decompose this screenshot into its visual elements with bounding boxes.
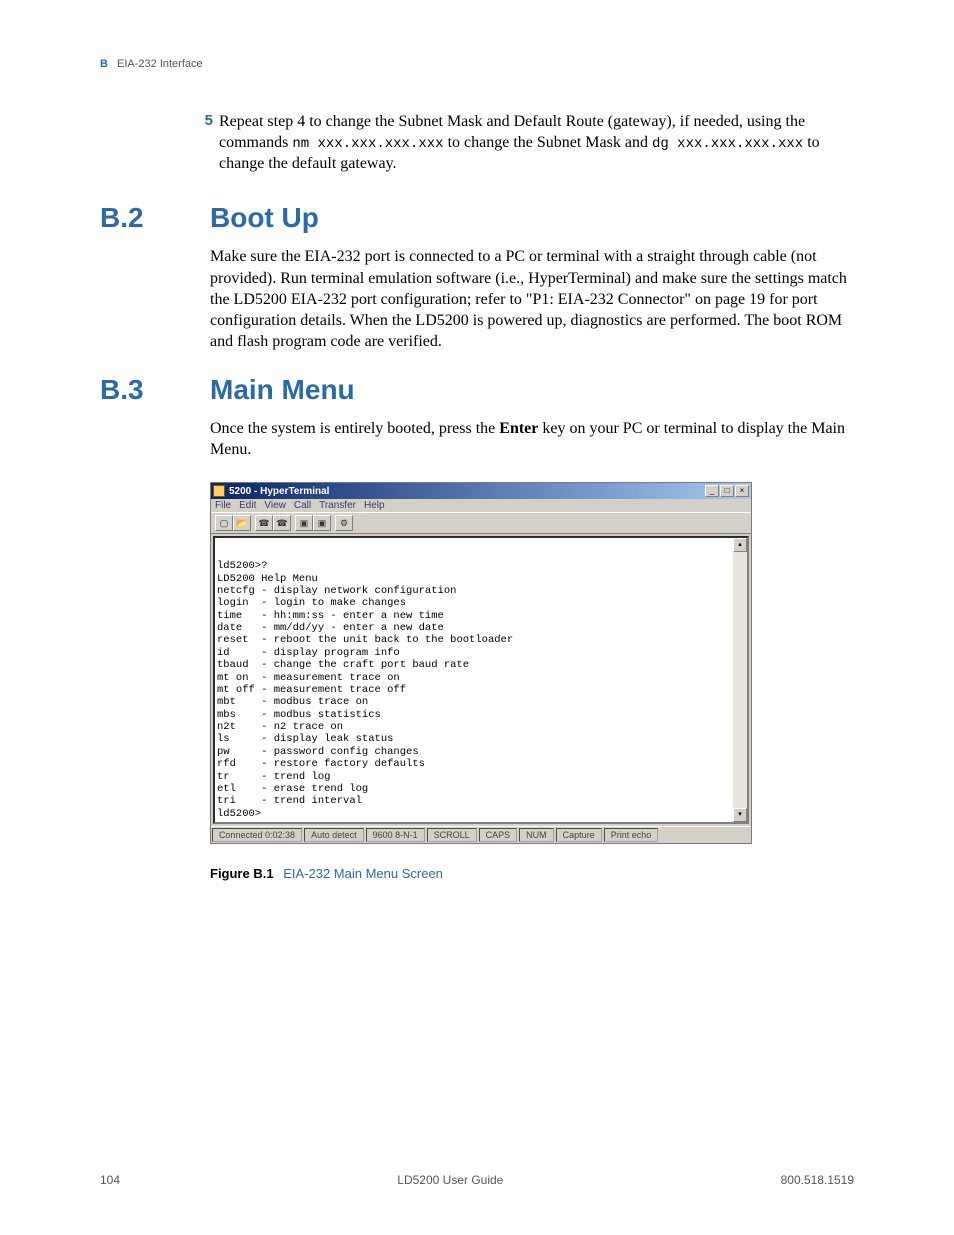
heading-b3-num: B.3 (100, 374, 210, 406)
figure-caption: Figure B.1 EIA-232 Main Menu Screen (210, 866, 854, 881)
step5-code-b: dg xxx.xxx.xxx.xxx (652, 136, 803, 152)
footer-phone: 800.518.1519 (781, 1173, 854, 1187)
b2-body: Make sure the EIA-232 port is connected … (210, 246, 854, 352)
heading-b3-title: Main Menu (210, 374, 355, 406)
header-section-letter: B (100, 58, 108, 70)
terminal-body[interactable]: ld5200>? LD5200 Help Menu netcfg - displ… (213, 536, 749, 824)
step5-code-a: nm xxx.xxx.xxx.xxx (292, 136, 443, 152)
status-detect: Auto detect (304, 828, 364, 842)
step-5: 5 Repeat step 4 to change the Subnet Mas… (195, 112, 854, 174)
heading-b2-title: Boot Up (210, 202, 319, 234)
footer-page: 104 (100, 1173, 120, 1187)
status-num: NUM (519, 828, 554, 842)
status-echo: Print echo (604, 828, 659, 842)
status-caps: CAPS (479, 828, 518, 842)
step-text: Repeat step 4 to change the Subnet Mask … (219, 112, 854, 174)
menu-view[interactable]: View (264, 500, 286, 511)
figure-label: Figure B.1 (210, 866, 274, 881)
toolbar-send-icon[interactable]: ▣ (295, 515, 313, 531)
page-header: B EIA-232 Interface (100, 58, 854, 70)
close-button[interactable]: × (735, 485, 749, 497)
heading-b2: B.2 Boot Up (100, 202, 854, 234)
status-capture: Capture (556, 828, 602, 842)
menu-edit[interactable]: Edit (239, 500, 256, 511)
scroll-down-icon[interactable]: ▾ (733, 808, 747, 822)
statusbar: Connected 0:02:38 Auto detect 9600 8-N-1… (211, 826, 751, 843)
toolbar-open-icon[interactable]: 📂 (233, 515, 251, 531)
minimize-button[interactable]: _ (705, 485, 719, 497)
toolbar-properties-icon[interactable]: ⚙ (335, 515, 353, 531)
b3-body-bold: Enter (499, 420, 538, 437)
toolbar-new-icon[interactable]: ▢ (215, 515, 233, 531)
footer-doc: LD5200 User Guide (397, 1173, 503, 1187)
header-section-title: EIA-232 Interface (117, 58, 203, 70)
menu-file[interactable]: File (215, 500, 231, 511)
titlebar: 5200 - HyperTerminal _ □ × (211, 483, 751, 499)
figure-title: EIA-232 Main Menu Screen (283, 866, 443, 881)
figure-b1: 5200 - HyperTerminal _ □ × File Edit Vie… (210, 482, 854, 881)
heading-b3: B.3 Main Menu (100, 374, 854, 406)
status-scroll: SCROLL (427, 828, 477, 842)
toolbar-hangup-icon[interactable]: ☎ (273, 515, 291, 531)
step5-text-b: to change the Subnet Mask and (444, 134, 652, 151)
scroll-up-icon[interactable]: ▴ (733, 538, 747, 552)
status-connected: Connected 0:02:38 (212, 828, 302, 842)
toolbar: ▢ 📂 ☎ ☎ ▣ ▣ ⚙ (211, 512, 751, 534)
scrollbar[interactable]: ▴ ▾ (733, 538, 747, 822)
hyperterminal-window: 5200 - HyperTerminal _ □ × File Edit Vie… (210, 482, 752, 844)
menu-help[interactable]: Help (364, 500, 385, 511)
b3-body-a: Once the system is entirely booted, pres… (210, 420, 499, 437)
titlebar-text: 5200 - HyperTerminal (229, 486, 705, 497)
menubar: File Edit View Call Transfer Help (211, 499, 751, 512)
step-number: 5 (195, 112, 213, 129)
toolbar-call-icon[interactable]: ☎ (255, 515, 273, 531)
heading-b2-num: B.2 (100, 202, 210, 234)
page-footer: 104 LD5200 User Guide 800.518.1519 (100, 1173, 854, 1187)
b3-body: Once the system is entirely booted, pres… (210, 418, 854, 460)
menu-transfer[interactable]: Transfer (319, 500, 356, 511)
maximize-button[interactable]: □ (720, 485, 734, 497)
status-port: 9600 8-N-1 (366, 828, 425, 842)
app-icon (213, 485, 225, 497)
window-buttons: _ □ × (705, 485, 749, 497)
terminal-output: ld5200>? LD5200 Help Menu netcfg - displ… (217, 542, 745, 820)
menu-call[interactable]: Call (294, 500, 311, 511)
toolbar-receive-icon[interactable]: ▣ (313, 515, 331, 531)
